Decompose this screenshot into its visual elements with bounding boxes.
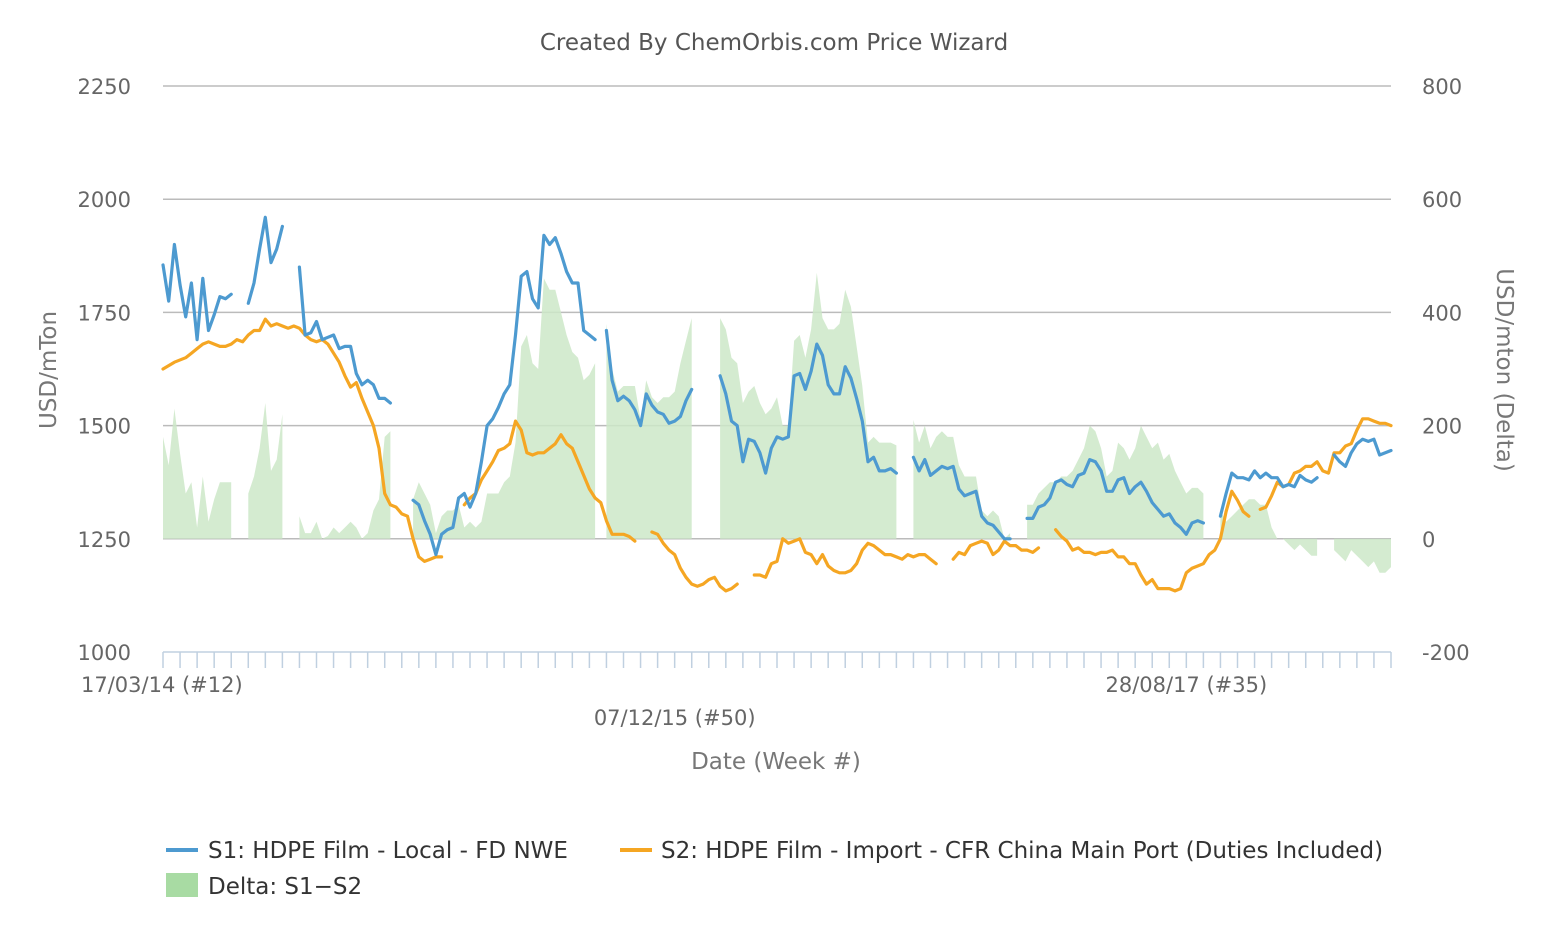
y2-tick-label: 0 [1422, 528, 1435, 552]
y2-axis-title: USD/mton (Delta) [1491, 268, 1517, 472]
legend-item-s1[interactable]: S1: HDPE Film - Local - FD NWE [166, 838, 568, 864]
series-line-s2 [462, 419, 637, 543]
y2-tick-label: 200 [1422, 415, 1462, 439]
delta-area [248, 403, 283, 539]
y-tick-label: 1750 [78, 301, 131, 325]
legend: S1: HDPE Film - Local - FD NWE S2: HDPE … [166, 838, 1383, 900]
y2-tick-label: 400 [1422, 301, 1462, 325]
series-line-s2 [1054, 489, 1251, 593]
legend-label-s2: S2: HDPE Film - Import - CFR China Main … [661, 838, 1383, 864]
series-line-s1 [1218, 469, 1319, 518]
delta-area [1334, 538, 1391, 573]
y-tick-label: 1250 [78, 528, 131, 552]
y2-tick-label: 600 [1422, 188, 1462, 212]
y-tick-label: 2000 [78, 188, 131, 212]
legend-label-s1: S1: HDPE Film - Local - FD NWE [208, 838, 568, 864]
legend-label-delta: Delta: S1−S2 [208, 874, 362, 900]
series-line-s1 [161, 242, 233, 342]
series-line-s2 [1258, 417, 1393, 511]
legend-swatch-delta [166, 873, 198, 897]
series-line-s1 [246, 215, 284, 305]
x-tick-label: 07/12/15 (#50) [594, 706, 756, 730]
chart-title: Created By ChemOrbis.com Price Wizard [540, 30, 1008, 56]
series-line-s2 [650, 530, 739, 593]
series-line-s1 [718, 342, 898, 475]
series-line-s1 [1025, 458, 1205, 536]
delta-area [413, 278, 596, 539]
left-y-tick-labels: 1000 1250 1500 1750 2000 2250 [78, 75, 131, 665]
y-tick-label: 1000 [78, 641, 131, 665]
series-line-s2 [752, 537, 938, 579]
delta-area [606, 318, 692, 539]
delta-area [163, 408, 232, 539]
series-line-s1 [1332, 437, 1393, 468]
series-line-s1 [411, 233, 597, 557]
series-line-s2 [951, 539, 1041, 561]
series-line-s1 [911, 455, 1012, 541]
delta-area [299, 431, 391, 539]
series-line-s1 [604, 328, 694, 428]
axes [162, 651, 1392, 668]
delta-area-layer [163, 272, 1391, 573]
legend-item-delta[interactable]: Delta: S1−S2 [166, 873, 362, 900]
delta-area [913, 419, 1011, 539]
series-line-s1 [297, 265, 392, 405]
right-y-tick-labels: -200 0 200 400 600 800 [1422, 75, 1470, 665]
x-tick-label: 28/08/17 (#35) [1105, 673, 1267, 697]
x-axis-title: Date (Week #) [691, 749, 861, 775]
x-tick-label: 17/03/14 (#12) [81, 673, 243, 697]
y-tick-label: 1500 [78, 415, 131, 439]
delta-area [1220, 499, 1318, 556]
y2-tick-label: -200 [1422, 641, 1470, 665]
y-axis-title: USD/mTon [36, 311, 62, 429]
legend-item-s2[interactable]: S2: HDPE Film - Import - CFR China Main … [620, 838, 1383, 864]
series-line-s2 [161, 317, 444, 563]
y2-tick-label: 800 [1422, 75, 1462, 99]
y-tick-label: 2250 [78, 75, 131, 99]
x-tick-labels: 17/03/14 (#12) 07/12/15 (#50) 28/08/17 (#3… [81, 673, 1267, 730]
series-lines-layer [161, 215, 1393, 593]
